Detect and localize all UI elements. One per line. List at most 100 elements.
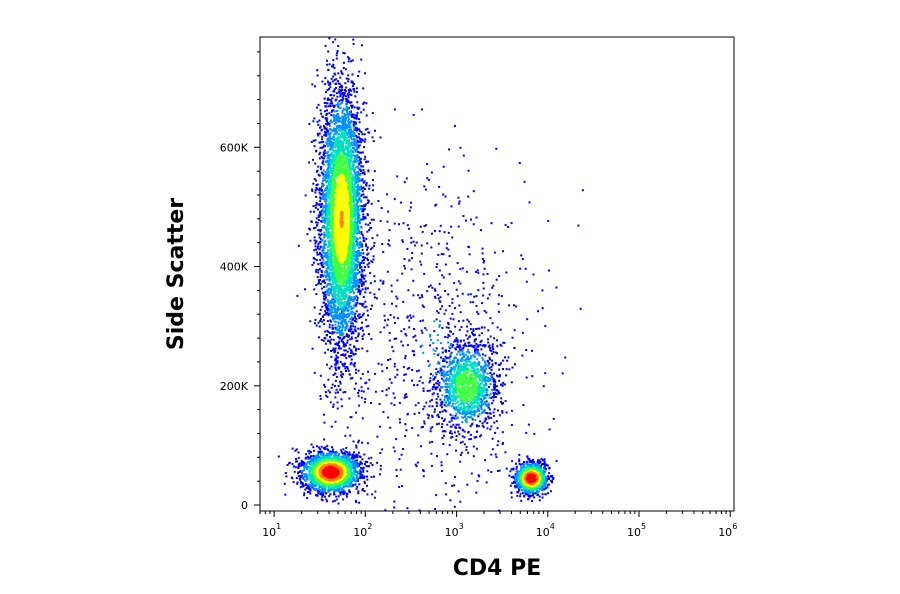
data-point [356,190,359,193]
data-point [356,464,359,467]
data-point [449,361,452,364]
data-point [329,81,332,84]
data-point [349,279,352,282]
data-point [318,485,321,488]
data-point [388,331,391,334]
data-point [329,288,332,291]
data-point [355,453,358,456]
data-point [357,451,360,454]
data-point [341,320,344,323]
data-point [489,378,492,380]
data-point [299,486,302,489]
data-point [444,195,447,198]
data-point [408,259,411,262]
data-point [337,331,340,334]
data-point [475,348,478,351]
data-point [322,204,325,207]
data-point [319,276,322,279]
data-point [326,284,329,287]
data-point [344,129,347,132]
data-point [494,351,497,354]
data-point [444,309,447,312]
data-point [361,304,364,307]
data-point [495,278,498,281]
data-point [311,188,313,191]
data-point [333,72,336,75]
data-point [518,489,520,492]
data-point [361,210,364,213]
data-point [338,340,341,343]
data-point [469,438,472,440]
data-point [450,419,453,422]
data-point [472,328,475,331]
data-point [357,212,360,215]
data-point [492,411,495,414]
data-point [365,237,368,240]
data-point [355,174,358,177]
data-point [359,199,362,202]
data-point [479,420,482,423]
data-point [484,394,487,396]
data-point [459,364,462,366]
data-point [309,320,312,323]
data-point [335,78,338,81]
data-point [324,351,327,354]
data-point [308,472,311,475]
data-point [320,287,323,290]
data-point [451,436,454,438]
data-point [461,359,464,362]
data-point [361,270,364,273]
data-point [327,246,330,249]
data-point [431,416,434,418]
data-point [327,87,330,90]
data-point [431,440,434,443]
data-point [350,138,353,141]
data-point [364,196,367,199]
data-point [457,490,460,493]
data-point [491,359,493,362]
data-point [366,213,369,216]
data-point [330,425,333,428]
data-point [321,305,324,308]
data-point [339,302,341,305]
data-point [496,427,499,430]
data-point [352,484,355,486]
data-point [352,151,355,154]
data-point [321,257,324,260]
data-point [493,387,496,390]
data-point [353,456,356,459]
data-point [500,383,502,386]
data-point [354,140,357,143]
data-point [367,387,370,390]
data-point [355,129,358,132]
data-point [328,155,331,158]
data-point [312,205,315,208]
data-point [424,327,427,330]
data-point [357,332,360,335]
data-point [493,421,496,424]
data-point [533,496,536,499]
data-point [353,451,355,454]
data-point [322,319,325,322]
data-point [426,177,429,180]
data-point [330,129,333,132]
data-point [500,400,503,403]
data-point [412,335,415,338]
data-point [317,243,320,246]
data-point [435,368,438,371]
data-point [466,483,469,486]
data-point [351,322,354,325]
data-point [318,153,321,156]
data-point [475,405,478,408]
data-point [314,204,317,207]
data-point [328,249,331,252]
data-point [357,172,360,175]
data-point [355,134,358,137]
data-point [324,214,327,217]
data-point [348,91,350,94]
data-point [350,120,353,122]
data-point [342,332,345,335]
data-point [342,97,345,100]
data-point [485,389,488,392]
data-point [331,41,334,44]
